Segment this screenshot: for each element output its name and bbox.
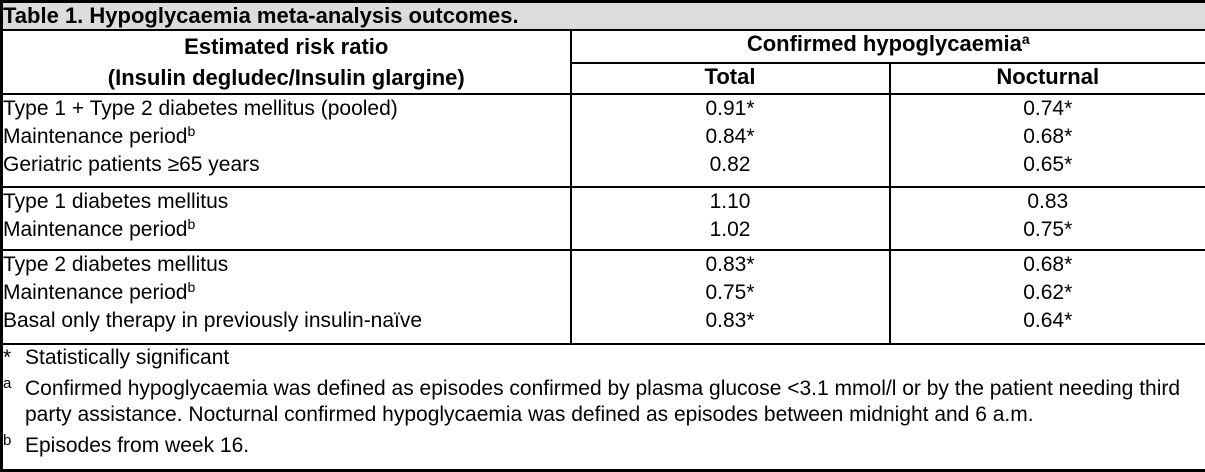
footnote-text: Statistically significant xyxy=(25,345,230,369)
header-risk-ratio-line1: Estimated risk ratio xyxy=(184,34,389,59)
row-value-nocturnal: 0.83 xyxy=(1027,190,1069,214)
header-risk-ratio-line2: (Insulin degludec/Insulin glargine) xyxy=(107,65,465,90)
row-label: Maintenance periodb xyxy=(3,216,196,242)
footnotes-cell: * Statistically significant a Confirmed hy… xyxy=(0,342,1205,472)
row-value-nocturnal: 0.75* xyxy=(1023,218,1073,242)
row-label: Maintenance periodb xyxy=(3,279,196,305)
group-3-labels: Type 2 diabetes mellitus Maintenance per… xyxy=(0,249,572,345)
row-label: Geriatric patients ≥65 years xyxy=(3,153,260,176)
row-value-total: 0.83* xyxy=(705,309,755,333)
footnote-marker-a: a xyxy=(3,374,12,392)
footnote-b: b Episodes from week 16. xyxy=(3,428,1205,459)
header-total: Total xyxy=(569,62,891,95)
group-1-labels: Type 1 + Type 2 diabetes mellitus (poole… xyxy=(0,92,572,189)
footnote-marker-asterisk: * xyxy=(3,345,12,369)
group-row-2: Type 1 diabetes mellitus Maintenance per… xyxy=(0,186,1205,252)
row-value-total: 0.83* xyxy=(705,253,755,277)
row-value-total: 0.84* xyxy=(705,125,755,148)
row-value-nocturnal: 0.68* xyxy=(1023,125,1073,148)
footnote-significant: * Statistically significant xyxy=(3,345,1205,371)
group-2-total-values: 1.10 1.02 xyxy=(569,186,891,252)
row-label: Type 1 diabetes mellitus xyxy=(3,190,229,214)
group-1-nocturnal-values: 0.74* 0.68* 0.65* xyxy=(888,92,1205,189)
footnote-a: a Confirmed hypoglycaemia was defined as … xyxy=(3,371,1205,428)
header-nocturnal: Nocturnal xyxy=(888,62,1205,95)
group-3-nocturnal-values: 0.68* 0.62* 0.64* xyxy=(888,249,1205,345)
row-value-total: 1.02 xyxy=(709,218,751,242)
row-value-total: 1.10 xyxy=(709,190,751,214)
row-value-nocturnal: 0.68* xyxy=(1023,253,1073,277)
group-2-nocturnal-values: 0.83 0.75* xyxy=(888,186,1205,252)
header-risk-ratio: Estimated risk ratio (Insulin degludec/I… xyxy=(0,29,572,95)
footnotes-row: * Statistically significant a Confirmed hy… xyxy=(0,342,1205,472)
footnote-text: Confirmed hypoglycaemia was defined as e… xyxy=(25,376,1181,426)
row-value-nocturnal: 0.64* xyxy=(1023,309,1073,333)
row-value-total: 0.75* xyxy=(705,281,755,305)
row-value-total: 0.82 xyxy=(709,153,751,176)
row-value-total: 0.91* xyxy=(705,97,755,120)
footnote-marker-b: b xyxy=(3,431,12,449)
header-row-1: Estimated risk ratio (Insulin degludec/I… xyxy=(0,28,1205,95)
group-1-total-values: 0.91* 0.84* 0.82 xyxy=(569,92,891,189)
group-row-1: Type 1 + Type 2 diabetes mellitus (poole… xyxy=(0,92,1205,189)
header-confirmed-label: Confirmed hypoglycaemia xyxy=(746,31,1022,56)
header-confirmed-sup: a xyxy=(1021,31,1030,47)
row-label: Type 2 diabetes mellitus xyxy=(3,253,229,277)
header-confirmed-hypoglycaemia: Confirmed hypoglycaemiaa xyxy=(569,28,1205,65)
table-title-row: Table 1. Hypoglycaemia meta-analysis out… xyxy=(0,0,1205,31)
group-3-total-values: 0.83* 0.75* 0.83* xyxy=(569,249,891,345)
table-title: Table 1. Hypoglycaemia meta-analysis out… xyxy=(0,0,1205,31)
group-2-labels: Type 1 diabetes mellitus Maintenance per… xyxy=(0,186,572,252)
row-value-nocturnal: 0.74* xyxy=(1023,97,1073,120)
row-value-nocturnal: 0.65* xyxy=(1023,153,1073,176)
group-row-3: Type 2 diabetes mellitus Maintenance per… xyxy=(0,249,1205,345)
row-label: Maintenance periodb xyxy=(3,123,196,148)
row-label: Type 1 + Type 2 diabetes mellitus (poole… xyxy=(3,97,398,120)
header-row-2: Total Nocturnal xyxy=(2,62,1205,95)
footnote-text: Episodes from week 16. xyxy=(25,433,250,457)
row-label: Basal only therapy in previously insulin… xyxy=(3,309,423,333)
row-value-nocturnal: 0.62* xyxy=(1023,281,1073,305)
